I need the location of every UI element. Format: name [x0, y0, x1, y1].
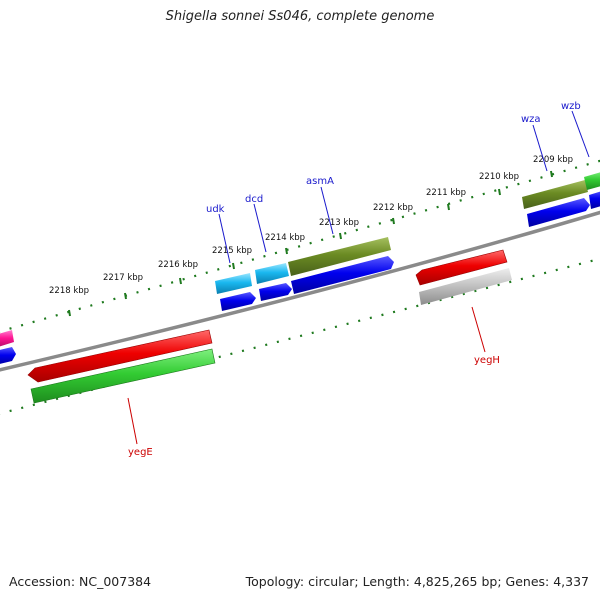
gene-arrow: [215, 273, 252, 294]
gene-arrow: [589, 191, 600, 209]
gene-label-dcd[interactable]: dcd: [245, 194, 263, 205]
gene-arrow: [0, 347, 16, 364]
major-ticks: [68, 170, 553, 317]
gene-arrow: [288, 237, 391, 276]
gene-arrow-yegH[interactable]: [415, 249, 508, 286]
feature-arrows: [0, 172, 600, 404]
gene-label-udk[interactable]: udk: [206, 204, 225, 215]
gene-label-wzb[interactable]: wzb: [561, 101, 581, 112]
tick-label: 2213 kbp: [319, 218, 359, 228]
gene-arrow: [255, 263, 289, 284]
gene-arrow: [291, 256, 394, 294]
accession-text: Accession: NC_007384: [9, 574, 152, 589]
gene-arrow: [259, 283, 292, 301]
tick-label: 2210 kbp: [479, 172, 519, 182]
gene-arrow: [522, 180, 588, 209]
map-title: Shigella sonnei Ss046, complete genome: [165, 9, 435, 24]
tick-label: 2217 kbp: [103, 273, 143, 283]
gene-arrow: [584, 172, 600, 190]
tick-label: 2216 kbp: [158, 260, 198, 270]
tick-label: 2215 kbp: [212, 246, 252, 256]
gene-label-asmA[interactable]: asmA: [306, 176, 334, 187]
tick-labels: 2218 kbp 2217 kbp 2216 kbp 2215 kbp 2214…: [49, 155, 573, 296]
genome-backbone: [0, 210, 600, 372]
label-leaders: [127, 110, 590, 445]
tick-label: 2218 kbp: [49, 286, 89, 296]
genome-summary-text: Topology: circular; Length: 4,825,265 bp…: [245, 574, 589, 589]
tick-label: 2212 kbp: [373, 203, 413, 213]
gene-arrow: [220, 292, 256, 311]
gene-arrow: [30, 348, 216, 404]
tick-label: 2209 kbp: [533, 155, 573, 165]
gene-arrow: [419, 268, 512, 305]
gene-labels: udk dcd asmA wza wzb yegE yegH: [128, 101, 581, 458]
gene-label-yegH[interactable]: yegH: [474, 355, 500, 366]
gene-arrow: [527, 198, 590, 227]
gene-arrow: [0, 330, 14, 347]
tick-label: 2214 kbp: [265, 233, 305, 243]
gene-arrow-yegE[interactable]: [27, 329, 213, 383]
gene-label-wza[interactable]: wza: [521, 114, 541, 125]
gene-label-yegE[interactable]: yegE: [128, 447, 153, 458]
inner-tick-track: [0, 257, 600, 415]
tick-label: 2211 kbp: [426, 188, 466, 198]
outer-tick-track: [0, 159, 600, 333]
